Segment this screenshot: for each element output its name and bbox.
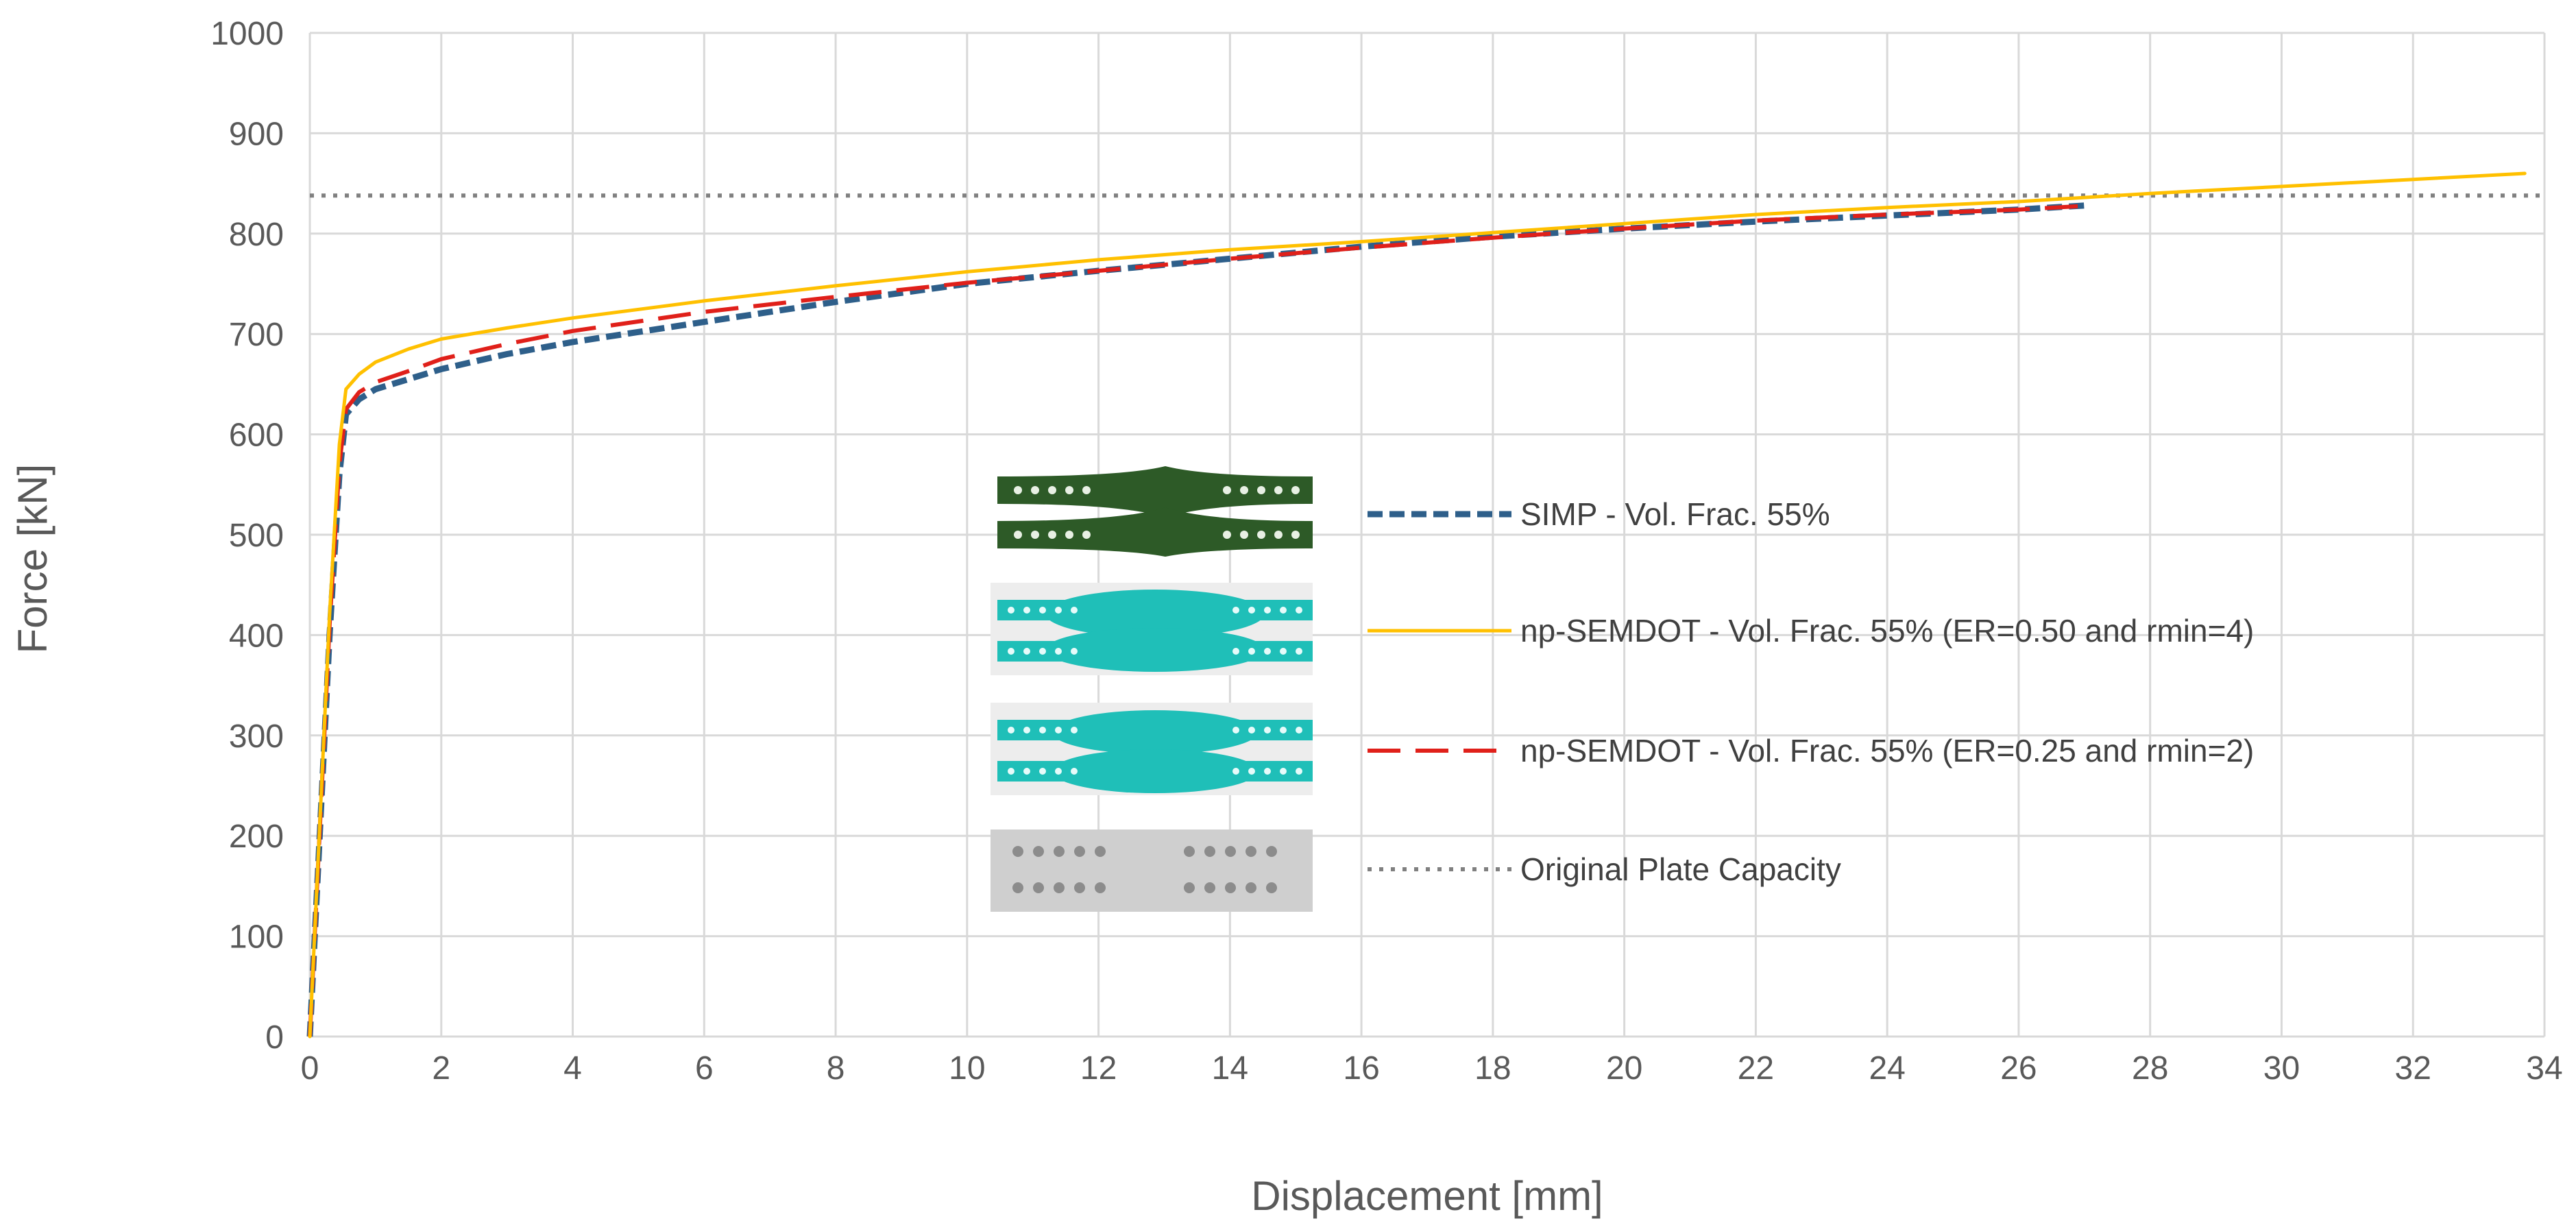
y-tick-label: 700 bbox=[229, 317, 284, 353]
legend-label-3: Original Plate Capacity bbox=[1520, 851, 1841, 887]
x-tick-label: 32 bbox=[2395, 1050, 2431, 1087]
x-tick-label: 22 bbox=[1738, 1050, 1774, 1087]
x-tick-label: 12 bbox=[1080, 1050, 1117, 1087]
legend-label-2: np-SEMDOT - Vol. Frac. 55% (ER=0.25 and … bbox=[1520, 733, 2254, 768]
y-tick-label: 1000 bbox=[210, 16, 284, 52]
series-line-2 bbox=[308, 203, 2091, 1037]
y-axis-title: Force [kN] bbox=[10, 464, 56, 654]
simp-plate-icon bbox=[997, 466, 1313, 557]
y-tick-label: 200 bbox=[229, 819, 284, 855]
x-tick-label: 26 bbox=[2000, 1050, 2037, 1087]
semdot-er050-plate-icon bbox=[991, 583, 1313, 675]
x-tick-label: 10 bbox=[949, 1050, 985, 1087]
x-tick-label: 24 bbox=[1869, 1050, 1905, 1087]
series-line-1 bbox=[308, 171, 2527, 1039]
x-tick-label: 0 bbox=[301, 1050, 319, 1087]
y-tick-label: 500 bbox=[229, 518, 284, 554]
semdot-er025-plate-icon bbox=[991, 703, 1313, 795]
x-tick-label: 28 bbox=[2132, 1050, 2168, 1087]
tick-labels: 0 2 4 6 8 10 12 14 16 18 20 22 24 26 28 30 32 34010020030… bbox=[210, 16, 2562, 1087]
x-tick-label: 2 bbox=[432, 1050, 450, 1087]
x-tick-label: 8 bbox=[827, 1050, 845, 1087]
y-tick-label: 300 bbox=[229, 718, 284, 755]
x-tick-label: 20 bbox=[1606, 1050, 1642, 1087]
y-tick-label: 800 bbox=[229, 217, 284, 253]
series-lines bbox=[306, 171, 2544, 1039]
legend-label-0: SIMP - Vol. Frac. 55% bbox=[1520, 496, 1830, 532]
x-tick-label: 4 bbox=[563, 1050, 582, 1087]
x-axis-title: Displacement [mm] bbox=[1251, 1173, 1603, 1219]
y-tick-label: 100 bbox=[229, 919, 284, 956]
grid bbox=[308, 32, 2546, 1038]
x-tick-label: 30 bbox=[2263, 1050, 2300, 1087]
legend-label-1: np-SEMDOT - Vol. Frac. 55% (ER=0.50 and … bbox=[1520, 613, 2254, 649]
x-tick-label: 14 bbox=[1212, 1050, 1248, 1087]
x-tick-label: 34 bbox=[2526, 1050, 2562, 1087]
x-tick-label: 16 bbox=[1343, 1050, 1379, 1087]
y-tick-label: 0 bbox=[265, 1019, 284, 1056]
legend-plate-icons bbox=[991, 466, 1313, 912]
y-tick-label: 600 bbox=[229, 417, 284, 454]
original-plate-icon bbox=[991, 830, 1313, 912]
legend: SIMP - Vol. Frac. 55% np-SEMDOT - Vol. Fr… bbox=[1368, 496, 2254, 887]
x-tick-label: 6 bbox=[695, 1050, 714, 1087]
y-tick-label: 900 bbox=[229, 116, 284, 152]
y-tick-label: 400 bbox=[229, 618, 284, 654]
x-tick-label: 18 bbox=[1474, 1050, 1511, 1087]
